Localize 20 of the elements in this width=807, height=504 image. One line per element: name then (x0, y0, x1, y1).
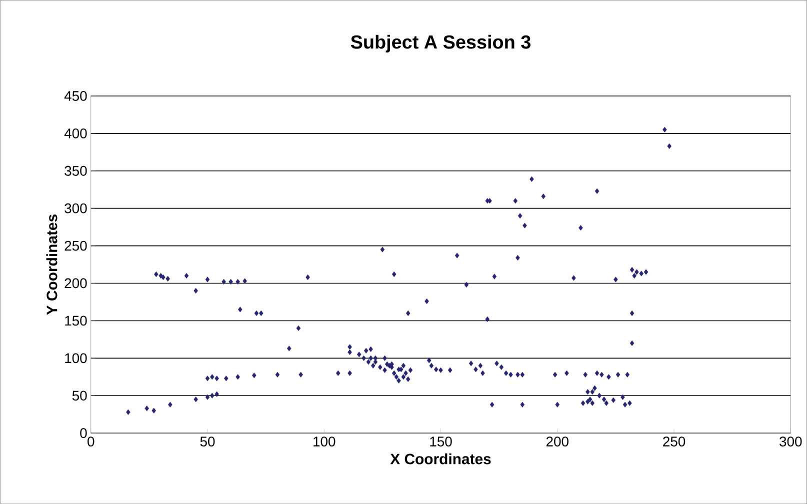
x-tick-label: 150 (430, 436, 452, 446)
y-tick-label: 50 (72, 390, 87, 401)
y-tick-label: 150 (65, 316, 87, 326)
x-tick-label: 50 (200, 436, 215, 446)
x-tick-label: 0 (88, 436, 94, 446)
y-tick-label: 450 (64, 90, 87, 101)
y-tick-label: 350 (64, 166, 87, 176)
chart-title: Subject A Session 3 (350, 34, 530, 52)
y-tick-label: 200 (64, 278, 87, 288)
y-tick-label: 250 (64, 240, 87, 251)
x-tick-label: 300 (780, 436, 802, 446)
x-tick-label: 200 (546, 436, 568, 446)
y-axis-title: Y Coordinates (46, 214, 58, 315)
y-tick-label: 100 (65, 353, 87, 364)
y-tick-label: 300 (64, 203, 87, 214)
x-tick-label: 250 (663, 436, 686, 446)
x-tick-label: 100 (314, 436, 336, 446)
x-axis-title: X Coordinates (390, 453, 491, 464)
y-tick-label: 400 (64, 128, 87, 138)
y-tick-label: 0 (80, 428, 87, 438)
